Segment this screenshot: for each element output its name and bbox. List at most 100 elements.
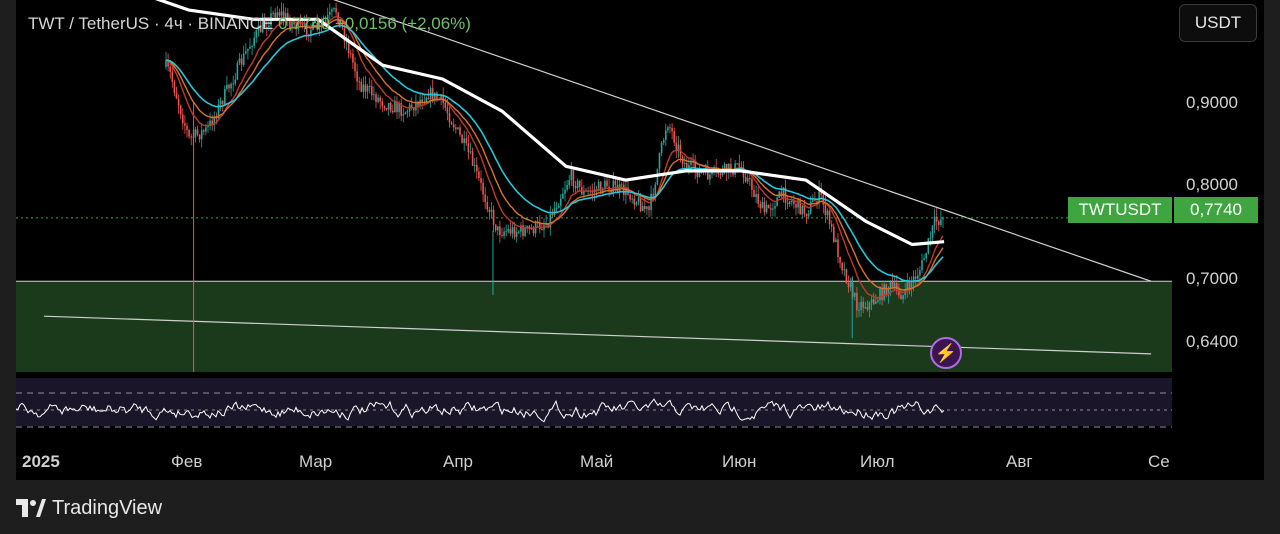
candle-body	[249, 46, 251, 49]
candle-body	[753, 189, 755, 198]
candle-body	[599, 181, 602, 193]
rsi-line	[16, 398, 945, 423]
candle-body	[440, 94, 442, 100]
candle-body	[385, 108, 388, 110]
candle-body	[228, 84, 230, 89]
candle-body	[883, 284, 885, 300]
candle-body	[631, 198, 633, 200]
candle-body	[763, 202, 766, 213]
candle-body	[597, 181, 600, 192]
candle-body	[505, 231, 507, 233]
candle-body	[354, 62, 356, 72]
candle-body	[524, 228, 526, 236]
candle-body	[266, 26, 268, 28]
candle-body	[694, 162, 696, 171]
x-tick-label: 2025	[22, 452, 60, 471]
candle-body	[814, 200, 816, 202]
candle-body	[732, 171, 734, 175]
candle-body	[788, 201, 791, 205]
candle-body	[230, 83, 232, 89]
candle-body	[402, 114, 405, 116]
candle-body	[509, 229, 512, 234]
candle-body	[881, 288, 883, 300]
candle-body	[931, 225, 934, 238]
candle-body	[427, 97, 430, 100]
candle-body	[465, 138, 468, 144]
candle-body	[635, 202, 638, 205]
symbol-name: TWT / TetherUS	[28, 14, 150, 33]
candle-body	[314, 21, 316, 23]
header-price: 0,7740	[278, 14, 331, 33]
rsi-band	[16, 378, 1172, 426]
chart-area[interactable]	[16, 0, 1264, 480]
candle-body	[278, 12, 281, 16]
chart-svg[interactable]	[16, 0, 1264, 480]
candle-body	[276, 12, 279, 18]
candle-body	[639, 197, 642, 212]
candle-body	[696, 170, 699, 177]
candle-body	[856, 293, 858, 311]
candle-body	[870, 299, 873, 303]
candle-body	[646, 206, 648, 209]
y-tick-label: 0,8000	[1186, 175, 1238, 194]
candle-body	[845, 269, 848, 283]
candle-body	[866, 307, 869, 310]
candle-body	[879, 288, 881, 301]
candle-body	[875, 301, 877, 305]
candle-body	[182, 114, 184, 124]
candle-body	[461, 134, 463, 144]
lightning-bolt-icon[interactable]: ⚡	[930, 337, 962, 369]
candle-body	[221, 100, 224, 105]
candle-body	[547, 223, 549, 228]
candle-body	[786, 202, 789, 205]
brand-name: TradingView	[52, 496, 163, 519]
candle-body	[767, 205, 770, 209]
candle-body	[690, 161, 692, 165]
candle-body	[511, 227, 514, 234]
candle-body	[572, 169, 575, 186]
candle-body	[816, 201, 818, 204]
candle-body	[473, 164, 476, 166]
candle-body	[238, 58, 241, 63]
y-tick-label: 0,6400	[1186, 332, 1238, 351]
support-zone	[16, 281, 1172, 372]
candle-body	[660, 142, 663, 153]
currency-button[interactable]: USDT	[1179, 4, 1257, 42]
candle-body	[226, 84, 228, 90]
candle-body	[854, 293, 856, 297]
candle-body	[471, 151, 474, 166]
candle-body	[333, 7, 335, 10]
candle-body	[219, 100, 222, 105]
candle-body	[381, 101, 384, 107]
candle-body	[513, 227, 516, 237]
candle-body	[396, 101, 398, 113]
candle-body	[591, 191, 594, 193]
candle-body	[425, 97, 428, 103]
candle-body	[849, 282, 852, 288]
candle-body	[308, 34, 310, 36]
candle-body	[759, 203, 762, 209]
candle-body	[198, 134, 201, 140]
candle-body	[723, 164, 726, 169]
candle-body	[467, 143, 470, 153]
candle-body	[765, 205, 768, 213]
footer[interactable]: TradingView	[16, 494, 162, 522]
candle-body	[448, 113, 451, 123]
candle-body	[205, 127, 207, 132]
candle-body	[268, 25, 270, 28]
candle-body	[688, 164, 690, 170]
candle-body	[287, 13, 289, 20]
candle-body	[686, 163, 688, 170]
candle-body	[335, 7, 337, 13]
candle-body	[305, 22, 308, 35]
candle-body	[921, 260, 923, 270]
candle-body	[532, 228, 535, 234]
candle-body	[263, 21, 266, 27]
y-tick-label: 0,7000	[1186, 269, 1238, 288]
candle-body	[366, 85, 369, 92]
candle-body	[675, 142, 678, 150]
candle-body	[751, 178, 753, 190]
candle-body	[665, 130, 667, 140]
candle-body	[606, 180, 608, 187]
candle-body	[793, 200, 795, 205]
